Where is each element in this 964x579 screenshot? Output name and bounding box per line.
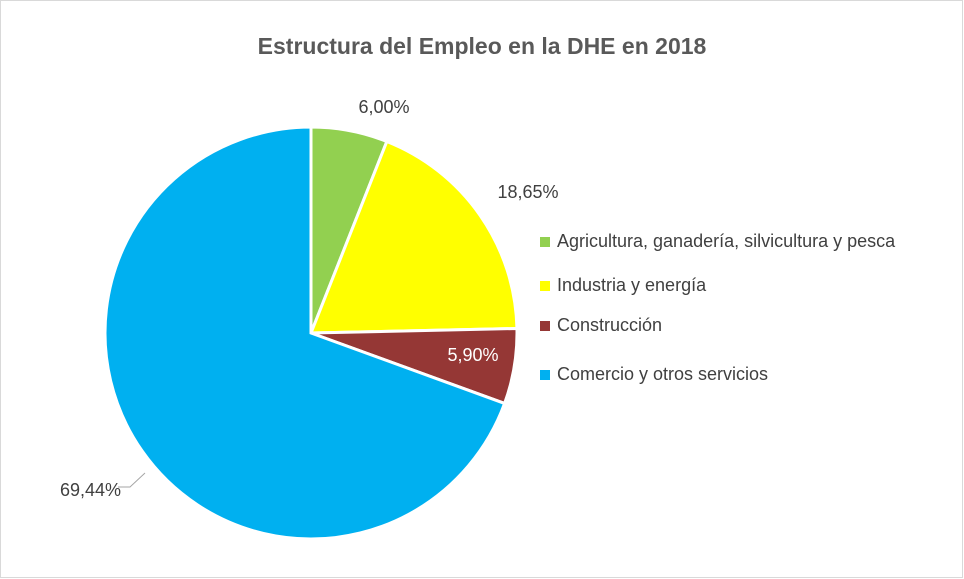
legend-label: Construcción — [557, 315, 662, 335]
legend-label: Industria y energía — [557, 275, 707, 295]
legend-swatch — [540, 321, 550, 331]
data-label: 69,44% — [60, 480, 121, 500]
data-label: 5,90% — [447, 345, 498, 365]
data-label: 6,00% — [358, 97, 409, 117]
legend-swatch — [540, 370, 550, 380]
legend-swatch — [540, 281, 550, 291]
legend-label: Agricultura, ganadería, silvicultura y p… — [557, 231, 896, 251]
leader-line — [118, 472, 146, 488]
chart-title: Estructura del Empleo en la DHE en 2018 — [258, 33, 707, 59]
legend-swatch — [540, 237, 550, 247]
legend-label: Comercio y otros servicios — [557, 364, 768, 384]
data-label: 18,65% — [497, 182, 558, 202]
pie-slice — [103, 125, 507, 541]
pie-slice — [308, 139, 519, 335]
